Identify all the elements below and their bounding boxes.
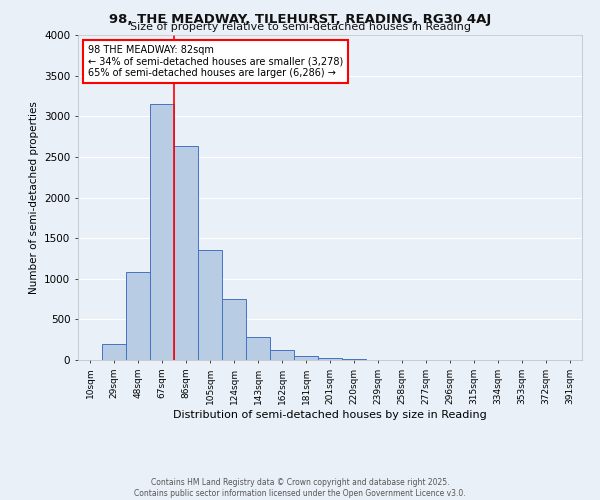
Bar [270, 350, 294, 360]
Bar [198, 250, 222, 360]
Bar [126, 272, 150, 360]
Bar [318, 358, 342, 360]
Bar [222, 299, 246, 360]
Text: 98 THE MEADWAY: 82sqm
← 34% of semi-detached houses are smaller (3,278)
65% of s: 98 THE MEADWAY: 82sqm ← 34% of semi-deta… [88, 45, 343, 78]
Bar [294, 356, 318, 360]
Bar [246, 337, 270, 360]
Bar [150, 104, 174, 360]
Text: Contains HM Land Registry data © Crown copyright and database right 2025.
Contai: Contains HM Land Registry data © Crown c… [134, 478, 466, 498]
X-axis label: Distribution of semi-detached houses by size in Reading: Distribution of semi-detached houses by … [173, 410, 487, 420]
Text: Size of property relative to semi-detached houses in Reading: Size of property relative to semi-detach… [130, 22, 470, 32]
Bar [174, 146, 198, 360]
Bar [342, 359, 366, 360]
Bar [102, 344, 126, 360]
Y-axis label: Number of semi-detached properties: Number of semi-detached properties [29, 101, 38, 294]
Text: 98, THE MEADWAY, TILEHURST, READING, RG30 4AJ: 98, THE MEADWAY, TILEHURST, READING, RG3… [109, 12, 491, 26]
